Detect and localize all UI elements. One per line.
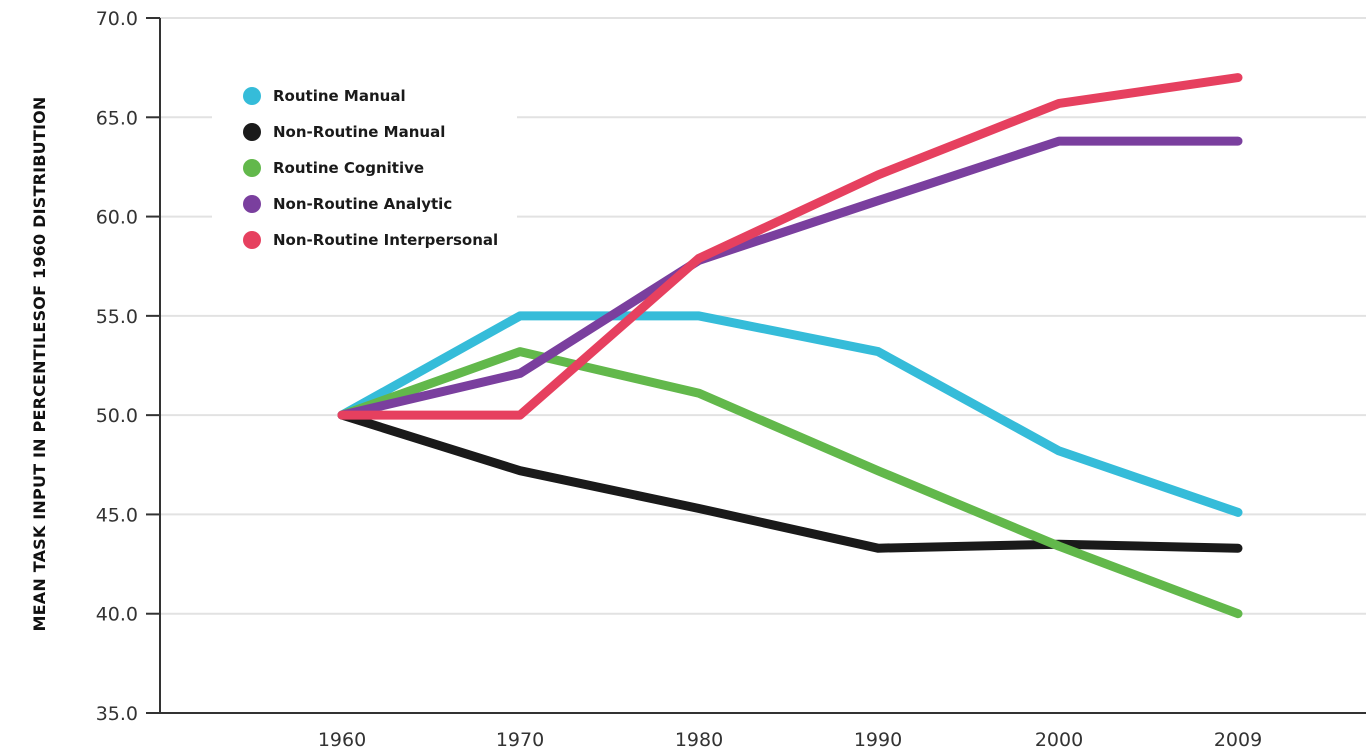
legend-background [212,75,517,265]
series-line-routine-manual [337,311,1243,517]
legend-marker [243,123,261,141]
legend-label: Non-Routine Analytic [273,195,452,213]
y-tick-label: 35.0 [96,703,138,725]
y-tick-label: 45.0 [96,504,138,526]
y-tick-label: 55.0 [96,306,138,328]
y-tick-labels: 70.0 65.0 60.0 55.0 50.0 45.0 40.0 35.0 [96,8,138,725]
axes [159,18,1366,714]
legend-label: Non-Routine Manual [273,123,445,141]
series-lines [337,73,1243,619]
x-tick-label: 2000 [1035,729,1083,751]
x-tick-labels: 1960 1970 1980 1990 2000 2009 [318,729,1262,751]
legend-marker [243,231,261,249]
series-line-non-routine-manual [337,410,1243,553]
legend-marker [243,87,261,105]
legend-label: Non-Routine Interpersonal [273,231,498,249]
legend-label: Routine Manual [273,87,406,105]
y-tick-label: 65.0 [96,107,138,129]
legend-label: Routine Cognitive [273,159,424,177]
y-tick-label: 50.0 [96,405,138,427]
series-line-routine-cognitive [337,347,1243,619]
x-tick-label: 1980 [675,729,723,751]
legend: Routine Manual Non-Routine Manual Routine … [212,75,517,265]
legend-marker [243,195,261,213]
x-tick-label: 1990 [854,729,902,751]
y-tick-label: 40.0 [96,604,138,626]
y-tick-label: 70.0 [96,8,138,30]
y-tick-label: 60.0 [96,207,138,229]
y-axis-label: MEAN TASK INPUT IN PERCENTILESOF 1960 DI… [30,97,49,632]
x-tick-label: 1960 [318,729,366,751]
x-tick-label: 1970 [496,729,544,751]
x-tick-label: 2009 [1214,729,1262,751]
legend-marker [243,159,261,177]
series-line-non-routine-interpersonal [337,73,1243,420]
series-line-non-routine-analytic [337,136,1243,420]
